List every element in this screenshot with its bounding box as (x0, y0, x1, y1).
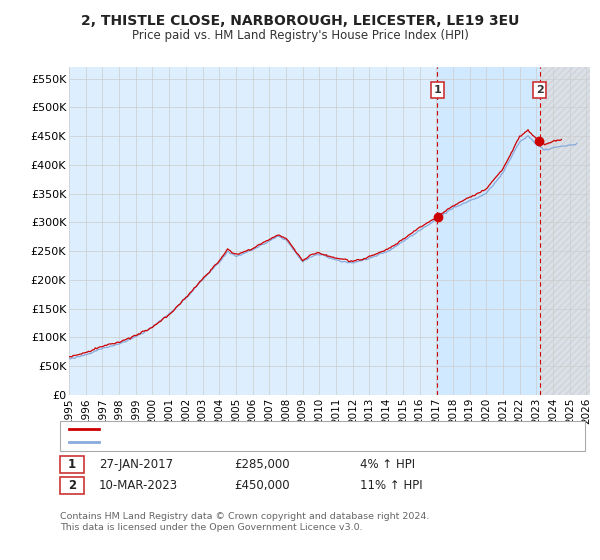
Text: 2, THISTLE CLOSE, NARBOROUGH, LEICESTER, LE19 3EU: 2, THISTLE CLOSE, NARBOROUGH, LEICESTER,… (81, 14, 519, 28)
Text: 2: 2 (68, 479, 76, 492)
Text: 10-MAR-2023: 10-MAR-2023 (99, 479, 178, 492)
Text: HPI: Average price, detached house, Blaby: HPI: Average price, detached house, Blab… (102, 437, 324, 447)
Text: £450,000: £450,000 (234, 479, 290, 492)
Text: 2, THISTLE CLOSE, NARBOROUGH, LEICESTER,  LE19 3EU (detached house): 2, THISTLE CLOSE, NARBOROUGH, LEICESTER,… (102, 424, 494, 434)
Text: 1: 1 (68, 458, 76, 472)
Text: 11% ↑ HPI: 11% ↑ HPI (360, 479, 422, 492)
Text: Contains HM Land Registry data © Crown copyright and database right 2024.
This d: Contains HM Land Registry data © Crown c… (60, 512, 430, 532)
Text: 2: 2 (536, 85, 544, 95)
Text: Price paid vs. HM Land Registry's House Price Index (HPI): Price paid vs. HM Land Registry's House … (131, 29, 469, 42)
Text: 27-JAN-2017: 27-JAN-2017 (99, 458, 173, 472)
Text: £285,000: £285,000 (234, 458, 290, 472)
Text: 1: 1 (434, 85, 441, 95)
Text: 4% ↑ HPI: 4% ↑ HPI (360, 458, 415, 472)
Bar (437, 67, 539, 395)
Bar (539, 67, 590, 395)
